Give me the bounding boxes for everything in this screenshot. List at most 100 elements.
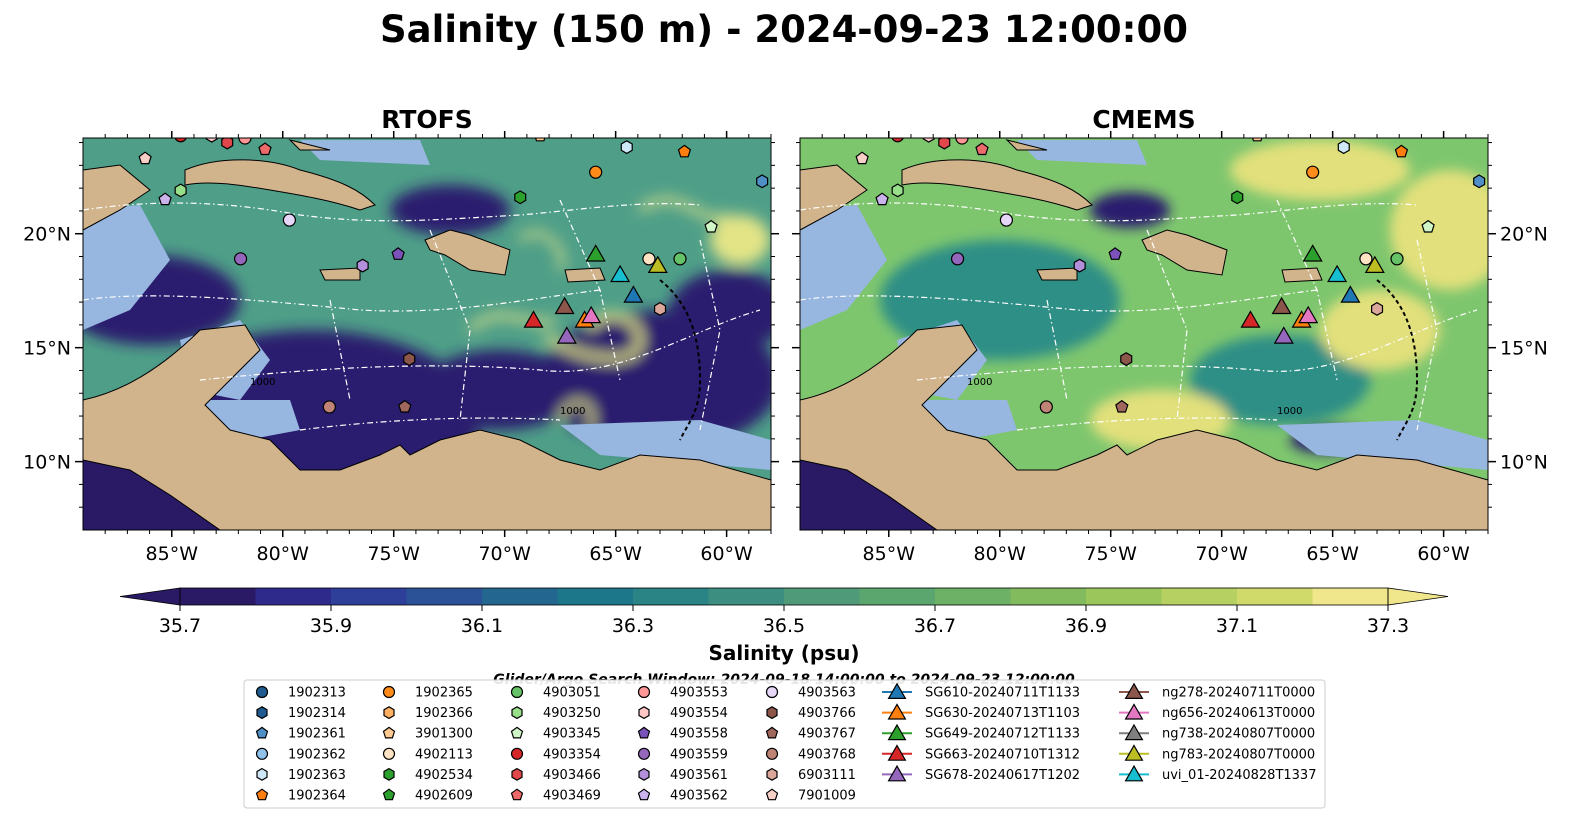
argo-float-marker	[1115, 399, 1129, 413]
glider-marker	[647, 255, 668, 273]
colorbar-tick-label: 36.7	[914, 615, 956, 637]
legend-label: 1902363	[288, 768, 346, 783]
lat-tick-label: 20°N	[23, 224, 71, 246]
figure-title: Salinity (150 m) - 2024-09-23 12:00:00	[380, 8, 1188, 51]
argo-float-marker	[158, 192, 172, 206]
argo-float-marker	[891, 138, 904, 143]
lon-tick-label: 60°W	[1417, 543, 1470, 565]
salinity-colorbar: 35.7 35.9 36.1 36.3 36.5 36.7 36.9 37.1 37.3	[119, 587, 1449, 637]
legend-label: 4903051	[543, 686, 601, 701]
colorbar-segment	[708, 588, 785, 605]
argo-float-marker	[1306, 165, 1320, 179]
legend-label: SG630-20240713T1103	[925, 706, 1080, 721]
legend-label: 1902366	[415, 706, 473, 721]
rtofs-panel-title: RTOFS	[381, 105, 473, 134]
legend-glider-marker	[887, 723, 907, 741]
legend-argo-marker	[510, 726, 524, 739]
legend-glider-marker	[1124, 703, 1144, 720]
legend: 1902313 1902314 1902361 1902362 1902363 19023…	[255, 682, 1316, 804]
glider-marker	[1273, 326, 1294, 344]
legend-argo-marker	[510, 685, 524, 699]
legend-label: 1902365	[415, 686, 473, 701]
argo-float-marker	[855, 151, 869, 165]
argo-float-marker	[1231, 190, 1244, 205]
argo-float-marker	[875, 192, 889, 206]
argo-float-marker	[589, 165, 603, 179]
glider-marker	[623, 285, 644, 303]
cmems-panel: CMEMS	[792, 105, 1548, 565]
glider-marker	[1240, 310, 1261, 328]
glider-marker	[1364, 255, 1385, 273]
legend-glider-marker	[1124, 723, 1144, 741]
argo-float-marker	[233, 252, 248, 266]
argo-float-marker	[938, 138, 951, 150]
argo-float-marker	[704, 219, 718, 233]
glider-marker	[585, 244, 606, 262]
colorbar-tick-label: 36.5	[763, 615, 805, 637]
legend-label: 1902361	[288, 727, 346, 742]
colorbar-segment	[482, 588, 558, 605]
legend-label: 1902314	[288, 706, 346, 721]
legend-glider-marker	[1124, 764, 1144, 782]
colorbar-segment	[1161, 588, 1238, 605]
cmems-panel-title: CMEMS	[1092, 105, 1195, 134]
legend-label: 1902364	[288, 789, 346, 804]
cmems-observation-markers	[855, 138, 1486, 414]
glider-marker	[1271, 296, 1292, 315]
legend-argo-marker	[638, 706, 650, 720]
cmems-map-frame	[799, 137, 1489, 531]
legend-label: SG678-20240617T1202	[925, 768, 1080, 783]
argo-float-marker	[1039, 400, 1053, 414]
legend-argo-marker	[510, 747, 524, 760]
argo-float-marker	[642, 252, 656, 266]
legend-argo-marker	[256, 706, 268, 720]
argo-float-marker	[1073, 258, 1086, 273]
cmems-island-arc	[1376, 279, 1419, 441]
argo-float-marker	[955, 138, 969, 145]
argo-float-marker	[673, 252, 687, 266]
legend-argo-marker	[637, 685, 651, 699]
colorbar-tick-label: 37.3	[1367, 615, 1409, 637]
colorbar-segment	[1237, 588, 1313, 605]
legend-argo-marker	[255, 726, 269, 739]
argo-float-marker	[999, 213, 1014, 227]
legend-label: 4903562	[670, 789, 728, 804]
colorbar-segment	[784, 588, 860, 605]
colorbar-segment	[1086, 588, 1162, 605]
legend-argo-marker	[766, 706, 778, 720]
rtofs-map-frame	[82, 137, 772, 531]
argo-float-marker	[1337, 140, 1350, 155]
lon-tick-label: 60°W	[700, 543, 753, 565]
legend-label: 4903563	[798, 686, 856, 701]
legend-label: ng783-20240807T0000	[1162, 747, 1315, 762]
colorbar-segment	[180, 588, 256, 605]
legend-glider-marker	[887, 703, 907, 720]
glider-marker	[1340, 285, 1361, 303]
legend-argo-marker	[637, 747, 651, 760]
legend-argo-marker	[510, 788, 524, 801]
argo-float-marker	[282, 213, 296, 227]
rtofs-contour-label: 1000	[250, 377, 275, 388]
legend-label: 4903345	[543, 727, 601, 742]
argo-float-marker	[205, 138, 218, 143]
argo-float-marker	[1421, 219, 1435, 233]
legend-argo-marker	[382, 788, 396, 801]
glider-marker	[610, 264, 631, 283]
legend-argo-marker	[382, 747, 396, 760]
argo-float-marker	[322, 400, 336, 414]
legend-argo-marker	[382, 726, 396, 739]
argo-float-marker	[398, 399, 412, 413]
rtofs-boundaries	[83, 199, 761, 431]
colorbar-tick-label: 36.1	[461, 615, 503, 637]
lat-tick-label: 20°N	[1500, 224, 1548, 246]
rtofs-contour-label: 1000	[560, 406, 585, 417]
legend-argo-marker	[637, 788, 651, 801]
legend-label: 4903466	[543, 768, 601, 783]
glider-marker	[1302, 244, 1323, 262]
legend-label: 6903111	[798, 768, 856, 783]
legend-argo-marker	[765, 747, 779, 760]
argo-float-marker	[174, 138, 187, 143]
cmems-axis-ticks: 85°W 80°W 75°W 70°W 65°W 60°W 20°N 15°N 10°N	[792, 131, 1548, 565]
legend-argo-marker	[255, 788, 269, 801]
